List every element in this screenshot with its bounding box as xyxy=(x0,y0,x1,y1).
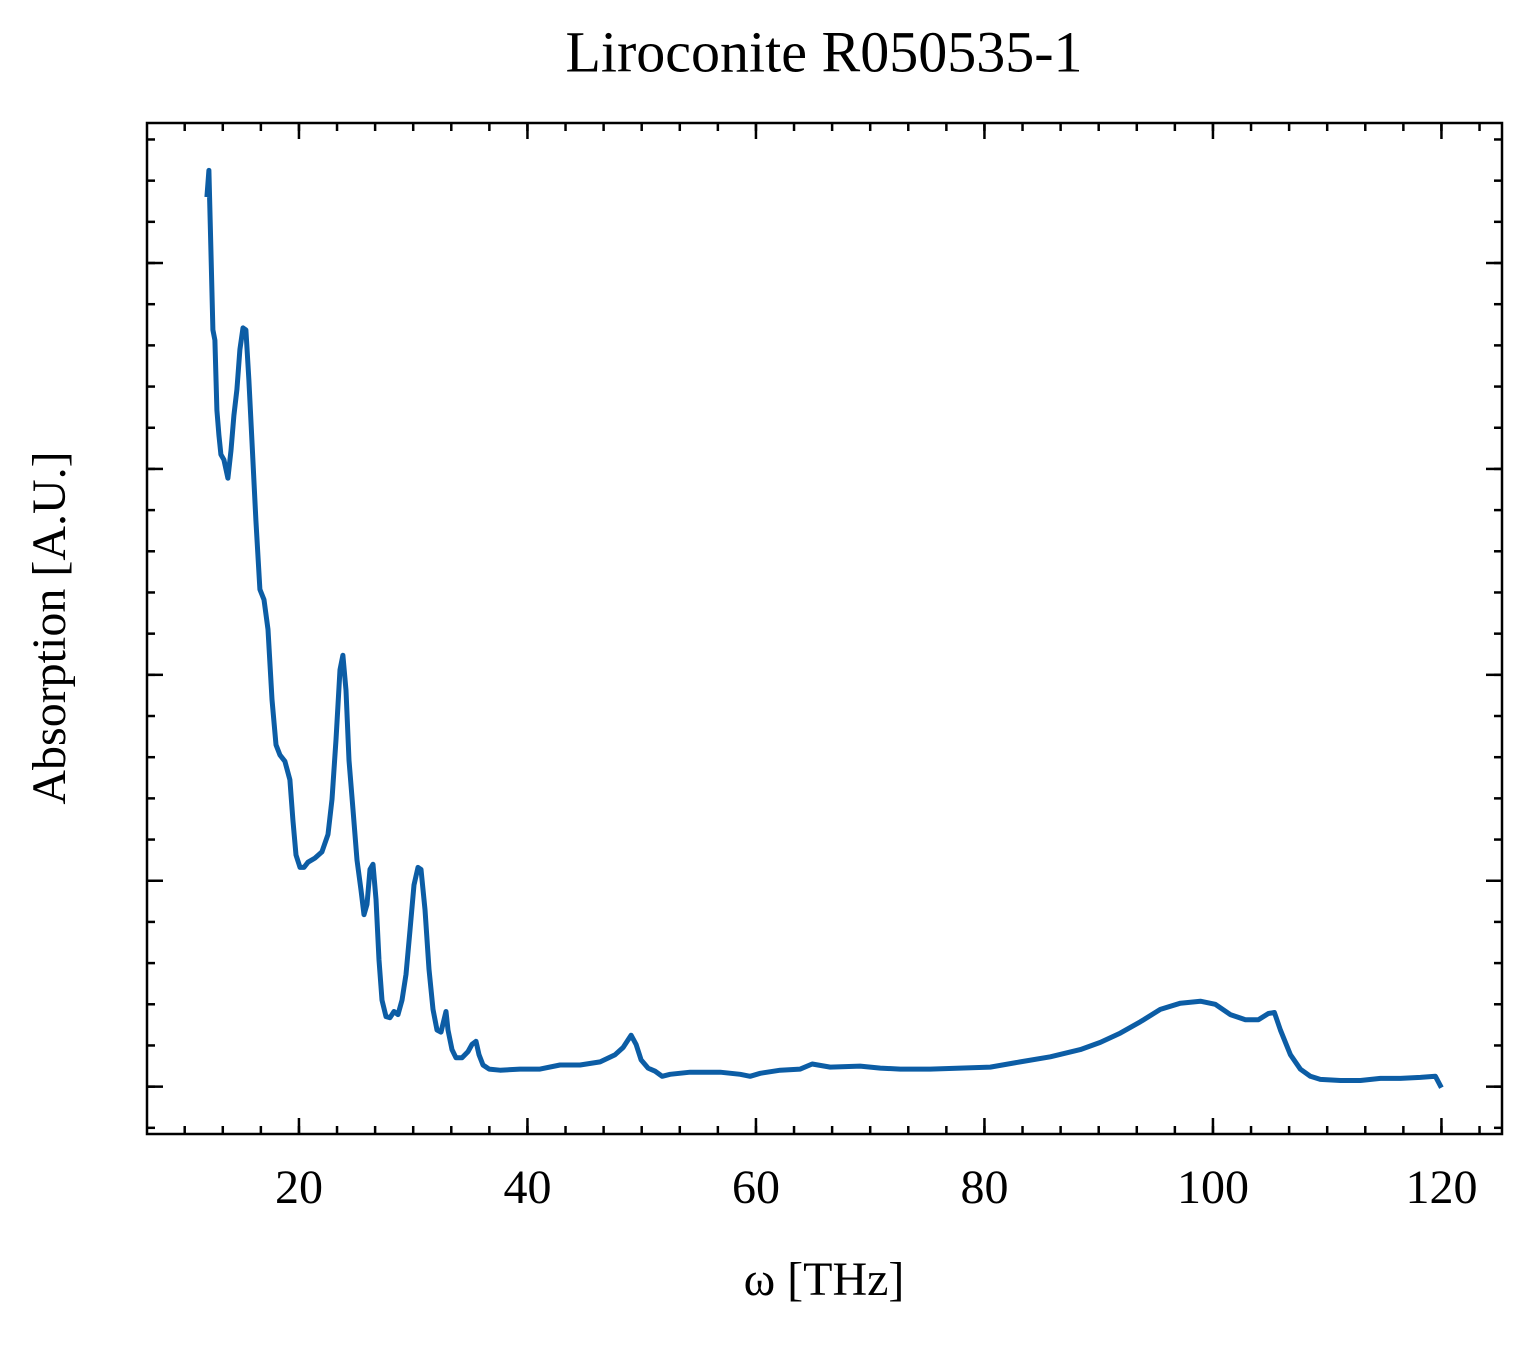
y-axis-label: Absorption [A.U.] xyxy=(23,451,76,804)
x-axis-label: ω [THz] xyxy=(744,1253,905,1306)
data-line xyxy=(204,167,1444,1089)
plot-frame xyxy=(145,121,1504,1136)
x-tick-label: 40 xyxy=(503,1161,551,1214)
x-tick-label: 100 xyxy=(1177,1161,1249,1214)
x-tick-label: 20 xyxy=(275,1161,323,1214)
x-tick-label: 60 xyxy=(732,1161,780,1214)
chart-title: Liroconite R050535-1 xyxy=(565,19,1082,84)
x-tick-label: 120 xyxy=(1405,1161,1477,1214)
x-tick-label: 80 xyxy=(960,1161,1008,1214)
